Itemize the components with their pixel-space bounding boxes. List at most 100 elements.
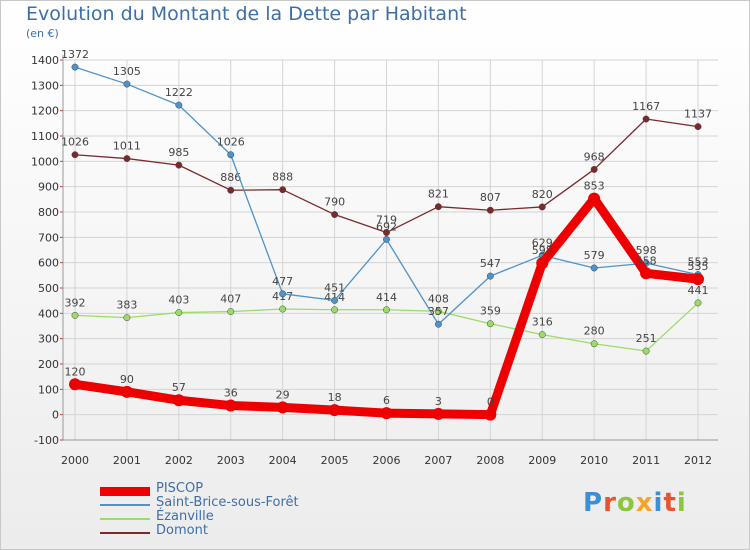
x-tick-label: 2010	[580, 454, 608, 467]
y-tick-label: -100	[34, 434, 59, 447]
data-label: 18	[328, 391, 342, 404]
x-tick-label: 2007	[424, 454, 452, 467]
data-label: 0	[487, 396, 494, 409]
data-point	[279, 290, 287, 298]
logo-letter: i	[653, 488, 664, 518]
data-label: 558	[636, 254, 657, 267]
data-label: 821	[428, 188, 449, 201]
logo-letter: x	[635, 488, 654, 518]
data-point	[331, 211, 339, 218]
data-point	[69, 378, 81, 391]
data-label: 1167	[632, 100, 660, 113]
legend-swatch-domont	[100, 532, 150, 534]
data-point	[588, 192, 601, 205]
data-point	[694, 299, 702, 307]
data-label: 1372	[61, 48, 89, 61]
data-label: 3	[435, 395, 442, 408]
legend-label-domont: Domont	[156, 523, 208, 538]
data-label: 579	[584, 249, 605, 262]
y-tick-label: 800	[38, 206, 59, 219]
data-label: 1305	[113, 65, 141, 78]
data-point	[486, 320, 494, 328]
data-point	[590, 340, 598, 348]
data-point	[172, 394, 185, 407]
data-point	[383, 306, 390, 314]
data-point	[538, 203, 546, 211]
data-label: 280	[584, 325, 605, 338]
data-label: 451	[324, 281, 345, 294]
x-tick-label: 2009	[528, 454, 556, 467]
data-point	[434, 203, 442, 211]
data-label: 316	[532, 316, 553, 329]
x-tick-label: 2004	[269, 454, 297, 467]
data-label: 719	[376, 214, 397, 227]
data-label: 820	[532, 188, 553, 201]
data-label: 853	[584, 180, 605, 193]
data-point	[694, 123, 702, 131]
y-tick-label: 1000	[31, 155, 59, 168]
data-label: 985	[168, 146, 189, 159]
y-tick-label: 600	[38, 257, 59, 270]
data-label: 357	[428, 305, 449, 318]
logo-letter: t	[663, 488, 677, 518]
proxiti-logo: Proxiti	[583, 488, 687, 518]
y-tick-label: 200	[38, 358, 59, 371]
data-point	[120, 385, 133, 398]
data-point	[380, 407, 393, 420]
data-point	[642, 347, 650, 355]
data-label: 1026	[61, 136, 89, 149]
data-label: 886	[220, 171, 241, 184]
data-label: 888	[272, 171, 293, 184]
data-label: 1026	[217, 136, 245, 149]
y-tick-label: 0	[52, 409, 59, 422]
data-point	[227, 186, 235, 194]
data-label: 968	[584, 150, 605, 163]
y-tick-label: 1100	[31, 130, 59, 143]
data-label: 414	[376, 291, 397, 304]
logo-letter: r	[603, 488, 617, 518]
data-point	[590, 165, 598, 173]
data-point	[175, 309, 183, 317]
data-label: 692	[376, 220, 397, 233]
data-point	[175, 101, 183, 109]
data-label: 359	[480, 305, 501, 318]
data-label: 441	[688, 284, 709, 297]
x-tick-label: 2011	[632, 454, 660, 467]
legend-swatch-ezanville	[100, 518, 150, 520]
data-point	[279, 186, 287, 194]
data-label: 36	[224, 387, 238, 400]
data-label: 553	[688, 256, 709, 269]
y-tick-label: 400	[38, 307, 59, 320]
data-label: 535	[688, 260, 709, 273]
unit-label: (en €)	[26, 27, 59, 40]
y-tick-label: 900	[38, 181, 59, 194]
data-point	[486, 272, 494, 280]
y-tick-label: 300	[38, 333, 59, 346]
data-label: 407	[220, 293, 241, 306]
data-point	[642, 115, 650, 123]
data-label: 547	[480, 257, 501, 270]
data-label: 1222	[165, 86, 193, 99]
data-label: 90	[120, 373, 134, 386]
data-point	[538, 331, 546, 339]
data-point	[227, 308, 235, 316]
data-point	[383, 235, 390, 243]
legend-label-ezanville: Ézanville	[156, 509, 214, 524]
x-tick-label: 2001	[113, 454, 141, 467]
data-point	[692, 273, 704, 286]
x-tick-label: 2012	[684, 454, 712, 467]
data-point	[640, 267, 653, 280]
data-label: 120	[65, 365, 86, 378]
data-label: 790	[324, 196, 345, 209]
data-point	[383, 229, 390, 236]
legend-label-saint-brice: Saint-Brice-sous-Forêt	[156, 495, 299, 510]
data-point	[123, 314, 131, 322]
data-point	[71, 63, 79, 71]
data-label: 807	[480, 191, 501, 204]
data-label: 6	[383, 394, 390, 407]
legend-label-piscop: PISCOP	[156, 481, 204, 496]
data-label: 598	[532, 244, 553, 257]
data-point	[331, 306, 339, 314]
